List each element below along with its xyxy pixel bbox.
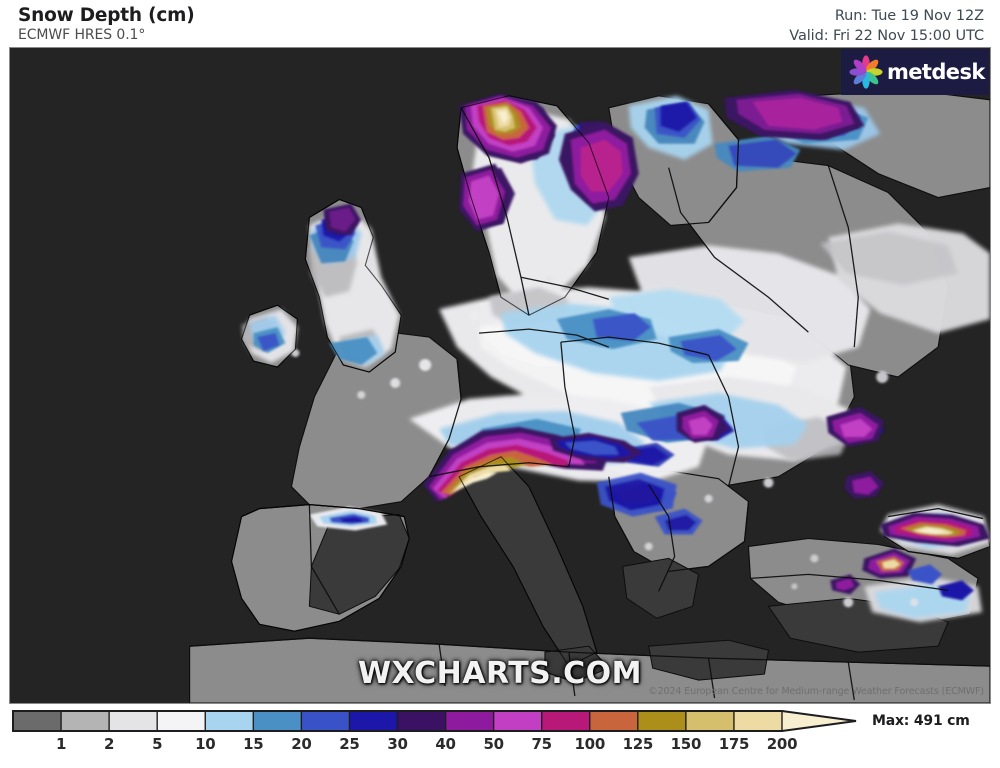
metdesk-logo[interactable]: metdesk <box>841 49 989 95</box>
valid-time-label: Valid: Fri 22 Nov 15:00 UTC <box>789 28 984 44</box>
color-swatch <box>541 711 590 731</box>
snow-band-carpathian-high <box>676 404 885 499</box>
tick-label: 200 <box>766 735 798 753</box>
tick-label: 10 <box>195 735 216 753</box>
color-swatch <box>782 711 856 731</box>
title-block: Snow Depth (cm) ECMWF HRES 0.1° <box>18 5 195 44</box>
tick-label: 100 <box>574 735 606 753</box>
color-swatch <box>637 711 686 731</box>
snow-band-pyrenees <box>309 506 388 531</box>
metdesk-wordmark: metdesk <box>887 60 985 84</box>
tick-label: 175 <box>718 735 750 753</box>
tick-label: 30 <box>387 735 408 753</box>
color-swatch <box>445 711 494 731</box>
color-scale-svg[interactable] <box>12 710 857 732</box>
color-scale-tickmarks <box>60 711 783 731</box>
run-time-label: Run: Tue 19 Nov 12Z <box>834 8 984 24</box>
color-swatch <box>589 711 638 731</box>
tick-label: 5 <box>152 735 163 753</box>
color-swatch <box>13 711 62 731</box>
tick-label: 75 <box>531 735 553 753</box>
copyright-notice: ©2024 European Centre for Medium-range W… <box>648 686 984 697</box>
color-swatch <box>253 711 302 731</box>
color-swatch <box>109 711 158 731</box>
color-swatch <box>493 711 542 731</box>
color-scale[interactable]: Max: 491 cm 1 2 5 10 15 20 25 30 40 50 75 100 125 150… <box>0 707 1000 765</box>
snow-band-norway-high <box>459 89 865 232</box>
run-valid-block: Run: Tue 19 Nov 12Z Valid: Fri 22 Nov 15… <box>789 6 984 46</box>
tick-label: 40 <box>435 735 456 753</box>
color-swatch <box>685 711 734 731</box>
tick-label: 1 <box>55 735 67 753</box>
tick-label: 50 <box>483 735 504 753</box>
snow-depth-map-canvas[interactable] <box>10 48 990 703</box>
max-value-label: Max: 491 cm <box>872 713 970 729</box>
color-swatch <box>61 711 110 731</box>
snow-band-caucasus-high <box>830 512 990 601</box>
color-swatch <box>397 711 446 731</box>
model-subtitle: ECMWF HRES 0.1° <box>18 27 146 43</box>
color-swatch <box>157 711 206 731</box>
color-scale-outline <box>12 710 857 732</box>
chart-header: Snow Depth (cm) ECMWF HRES 0.1° Run: Tue… <box>0 0 1000 48</box>
snow-band-alps-high <box>423 426 643 503</box>
tick-label: 125 <box>622 735 654 753</box>
color-swatch <box>733 711 782 731</box>
tick-label: 25 <box>339 735 360 753</box>
color-swatch <box>205 711 254 731</box>
metdesk-pinwheel-icon <box>849 55 883 89</box>
color-scale-bar[interactable] <box>12 710 857 732</box>
tick-label: 150 <box>670 735 702 753</box>
color-swatch <box>301 711 350 731</box>
snow-band-scotland-high <box>323 203 362 236</box>
coastlines <box>230 95 610 667</box>
weather-map[interactable]: metdesk WXCHARTS.COM ©2024 European Cent… <box>9 47 991 704</box>
tick-label: 20 <box>291 735 312 753</box>
tick-label: 15 <box>243 735 264 753</box>
tick-label: 2 <box>104 735 115 753</box>
color-scale-swatches <box>13 711 856 731</box>
page-title: Snow Depth (cm) <box>18 5 195 26</box>
country-borders <box>189 103 990 701</box>
color-swatch <box>349 711 398 731</box>
